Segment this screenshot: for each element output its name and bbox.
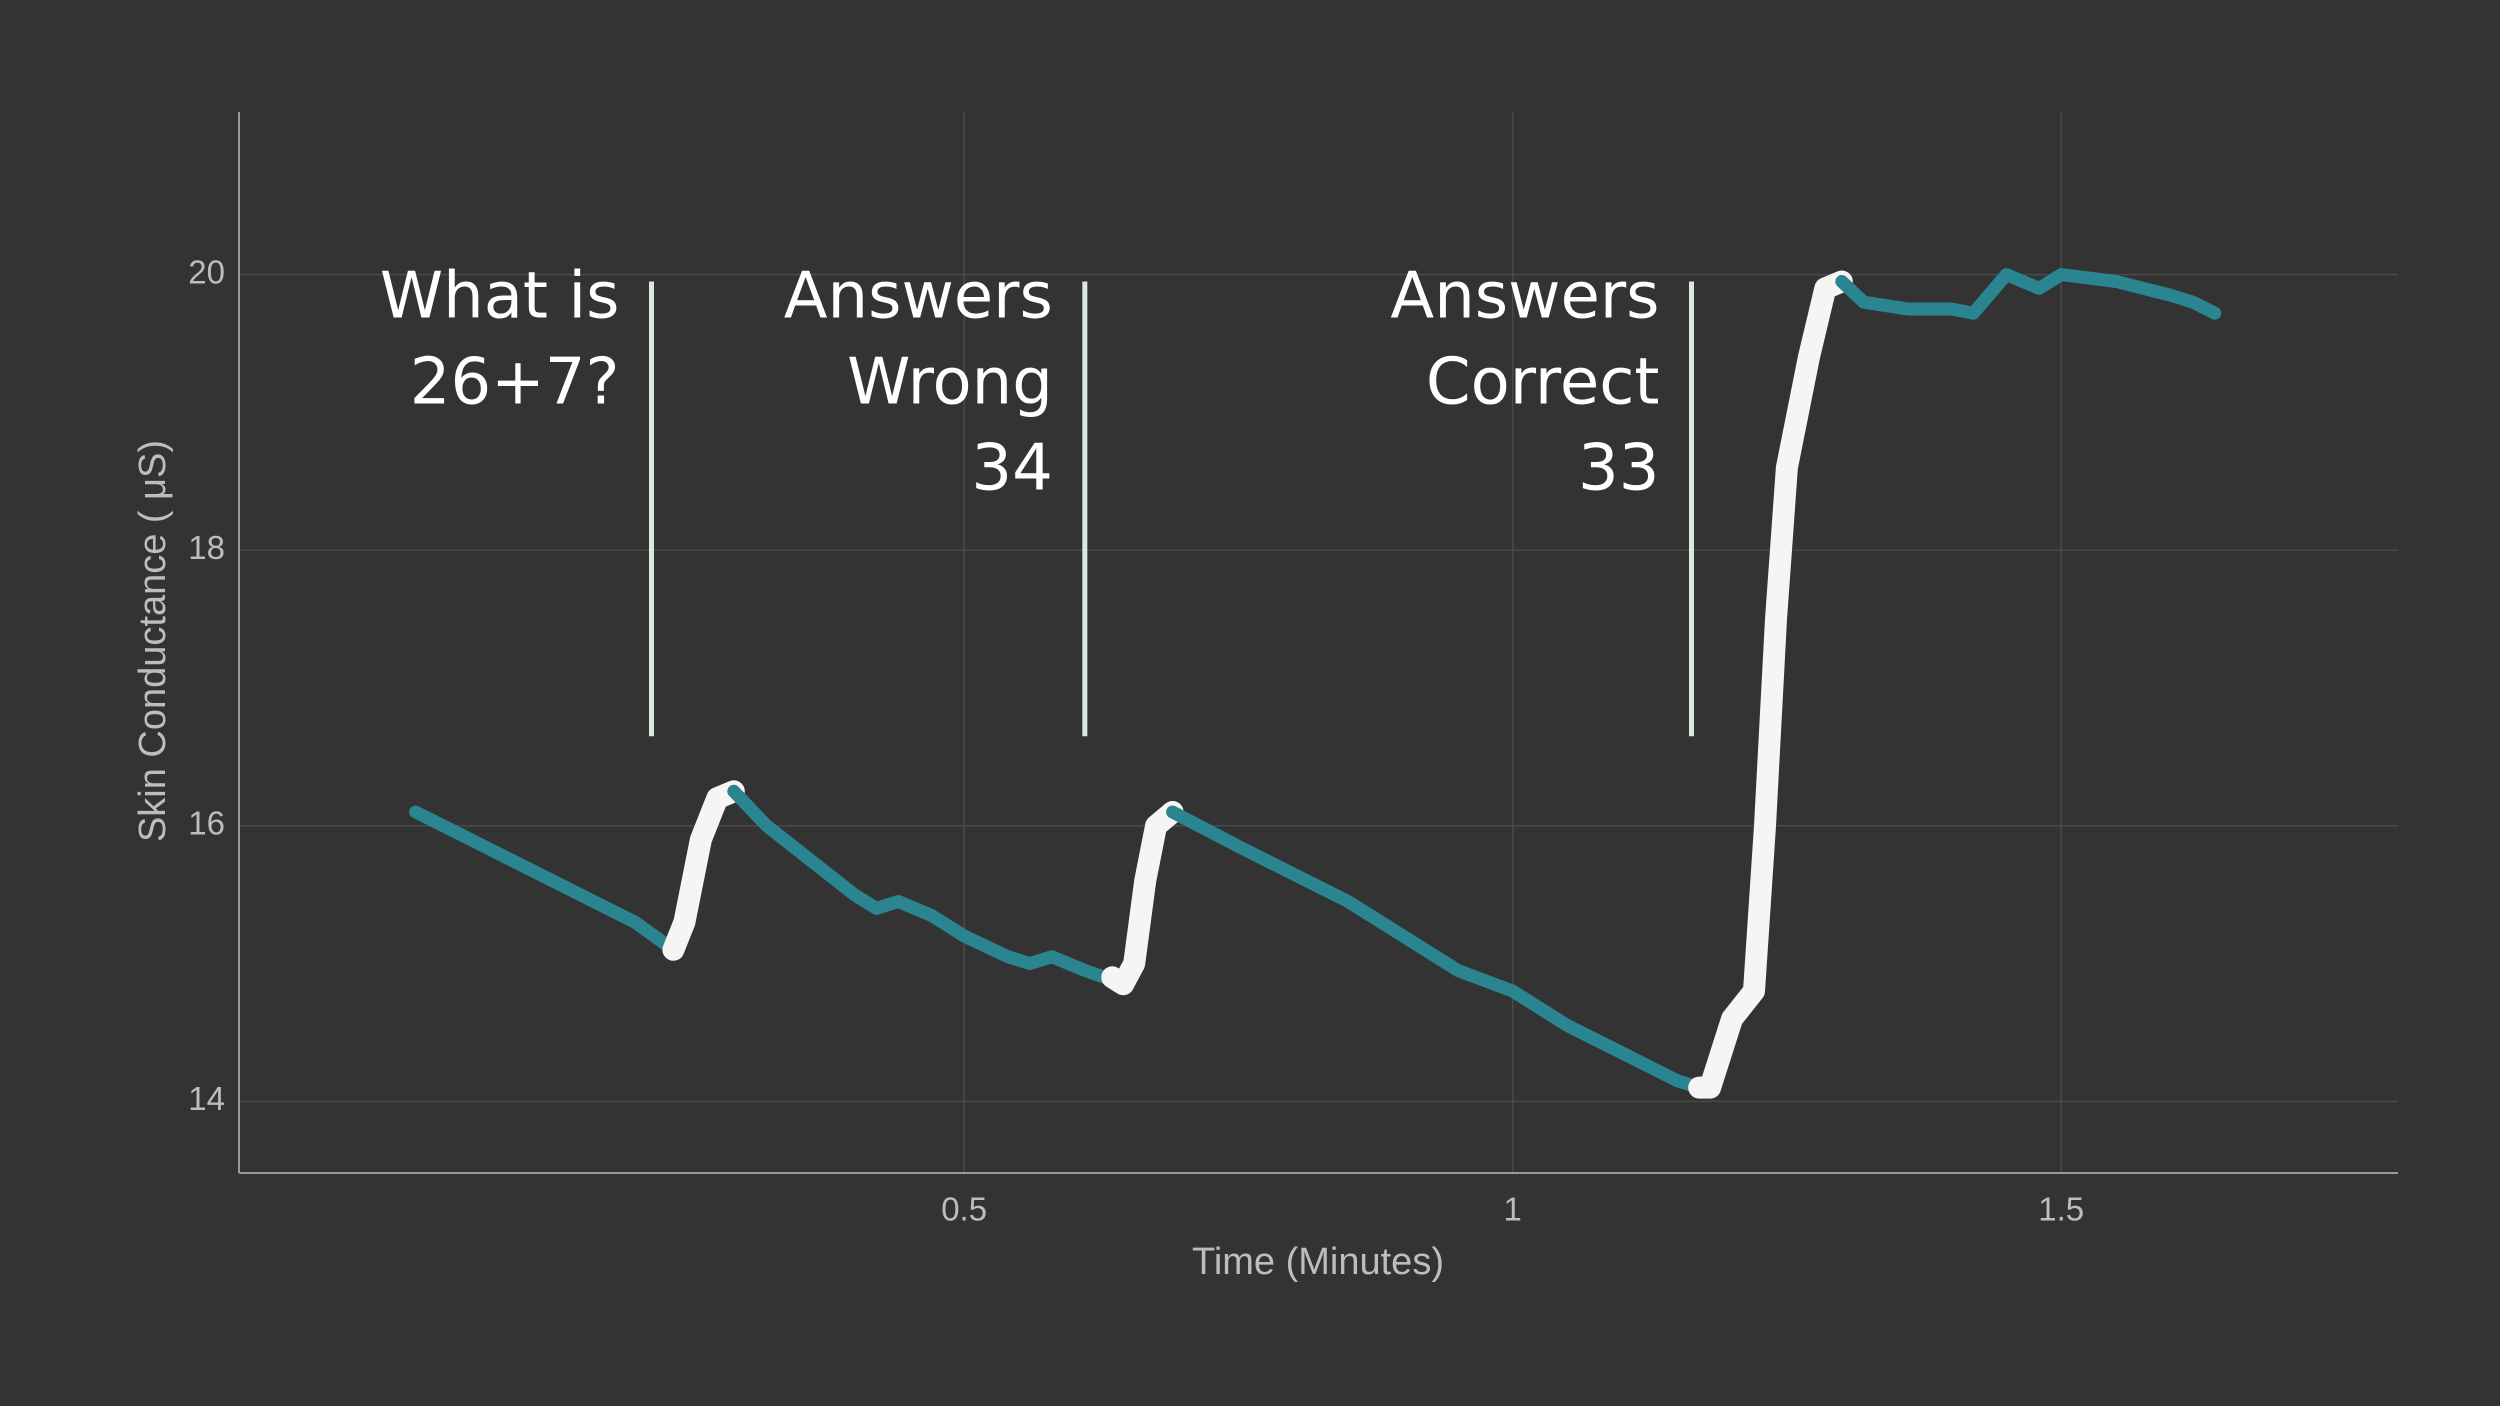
y-tick-label: 16: [188, 804, 225, 841]
annotation-text: Wrong: [847, 346, 1053, 420]
series-line: [1835, 268, 2222, 320]
series-line: [727, 784, 1119, 987]
series-line: [1688, 270, 1853, 1099]
annotation-text: 34: [971, 432, 1052, 506]
annotation-text: 33: [1578, 432, 1659, 506]
y-tick-label: 20: [188, 253, 225, 290]
annotation-text: Answers: [1390, 260, 1659, 334]
annotation-text: Correct: [1426, 346, 1660, 420]
annotation-text: What is: [380, 260, 620, 334]
x-tick-label: 1.5: [2038, 1191, 2084, 1228]
x-tick-label: 0.5: [941, 1191, 987, 1228]
series-line: [1166, 805, 1706, 1095]
y-tick-label: 14: [188, 1080, 225, 1117]
annotation-text: 26+7?: [410, 346, 620, 420]
x-axis-title: Time (Minutes): [1192, 1241, 1444, 1283]
y-tick-label: 18: [188, 529, 225, 566]
y-axis-title: Skin Conductance ( μS): [132, 440, 174, 842]
series-line: [1101, 801, 1184, 996]
annotation-text: Answers: [784, 260, 1053, 334]
series-line: [409, 805, 680, 957]
series-line: [662, 780, 745, 961]
x-tick-label: 1: [1503, 1191, 1521, 1228]
